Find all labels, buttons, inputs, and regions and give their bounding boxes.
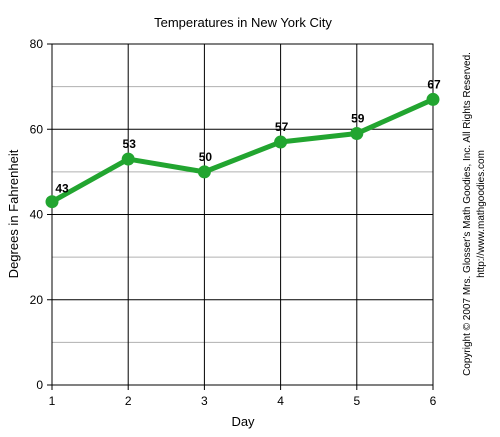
series [45,92,440,209]
chart-title: Temperatures in New York City [154,15,332,30]
copyright-line-2: http://www.mathgoodies.com [476,150,487,278]
x-tick-label: 5 [353,394,360,408]
y-tick-label: 60 [30,122,44,136]
data-point [350,127,364,141]
x-tick-label: 1 [49,394,56,408]
grid [47,43,434,390]
data-label: 59 [351,112,365,126]
data-labels: 43 53 50 57 59 67 [55,77,441,195]
x-tick-label: 6 [430,394,437,408]
y-tick-label: 80 [30,37,44,51]
y-tick-label: 0 [36,378,43,392]
x-axis-label: Day [231,414,255,429]
x-tick-label: 2 [125,394,132,408]
data-label: 57 [275,120,289,134]
y-axis-label: Degrees in Fahrenheit [6,149,21,278]
data-point [274,135,288,149]
series-line [49,96,436,205]
data-label: 67 [427,77,441,91]
axes: 0 20 40 60 80 1 2 3 4 5 6 [30,37,437,408]
data-point [197,165,211,179]
y-tick-label: 40 [30,208,44,222]
y-tick-label: 20 [30,293,44,307]
x-tick-label: 4 [277,394,284,408]
data-point [426,92,440,106]
data-point [121,152,135,166]
data-label: 50 [199,150,213,164]
data-label: 43 [55,182,69,196]
data-label: 53 [123,137,137,151]
copyright-line-1: Copyright © 2007 Mrs. Glosser's Math Goo… [462,52,473,376]
data-point [45,195,59,209]
x-tick-label: 3 [201,394,208,408]
plot-frame [51,43,434,386]
